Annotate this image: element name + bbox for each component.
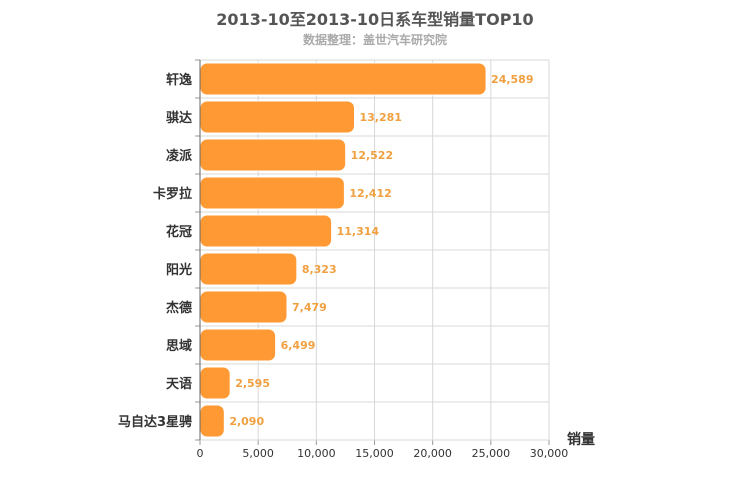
grid — [195, 59, 550, 445]
x-tick-label: 30,000 — [530, 447, 569, 460]
category-label: 凌派 — [166, 148, 193, 164]
data-label: 12,522 — [351, 149, 393, 162]
bar — [199, 62, 487, 96]
x-tick-label: 10,000 — [297, 447, 336, 460]
labels: 0 5,000 10,000 15,000 20,000 25,000 30,000 轩逸 24… — [118, 72, 568, 460]
data-label: 2,595 — [235, 377, 270, 390]
bar — [199, 290, 288, 324]
x-tick-label: 20,000 — [413, 447, 452, 460]
bar — [199, 366, 231, 400]
data-label: 24,589 — [491, 73, 533, 86]
bars — [199, 62, 487, 438]
category-label: 骐达 — [166, 110, 192, 126]
category-label: 杰德 — [166, 300, 192, 316]
category-label: 阳光 — [166, 262, 192, 278]
category-label: 卡罗拉 — [153, 186, 192, 202]
category-label: 天语 — [166, 377, 192, 392]
data-label: 2,090 — [229, 415, 264, 428]
category-label: 花冠 — [166, 224, 192, 240]
data-label: 8,323 — [302, 263, 337, 276]
category-label: 思域 — [166, 338, 192, 354]
category-label: 马自达3星骋 — [118, 414, 192, 430]
chart-subtitle: 数据整理：盖世汽车研究院 — [302, 33, 447, 47]
x-tick-label: 25,000 — [472, 447, 511, 460]
data-label: 13,281 — [360, 111, 402, 124]
data-label: 6,499 — [281, 339, 316, 352]
chart-title: 2013-10至2013-10日系车型销量TOP10 — [216, 10, 534, 29]
bar — [199, 252, 298, 286]
bar — [199, 100, 356, 134]
data-label: 7,479 — [292, 301, 327, 314]
x-tick-label: 0 — [197, 447, 204, 460]
bar — [199, 214, 333, 248]
category-label: 轩逸 — [166, 72, 192, 88]
bar — [199, 138, 347, 172]
data-label: 11,314 — [337, 225, 380, 238]
bar — [199, 404, 225, 438]
bar — [199, 176, 345, 210]
x-tick-label: 15,000 — [355, 447, 394, 460]
x-axis-title: 销量 — [567, 431, 595, 448]
x-tick-label: 5,000 — [242, 447, 274, 460]
bar — [199, 328, 277, 362]
data-label: 12,412 — [349, 187, 391, 200]
